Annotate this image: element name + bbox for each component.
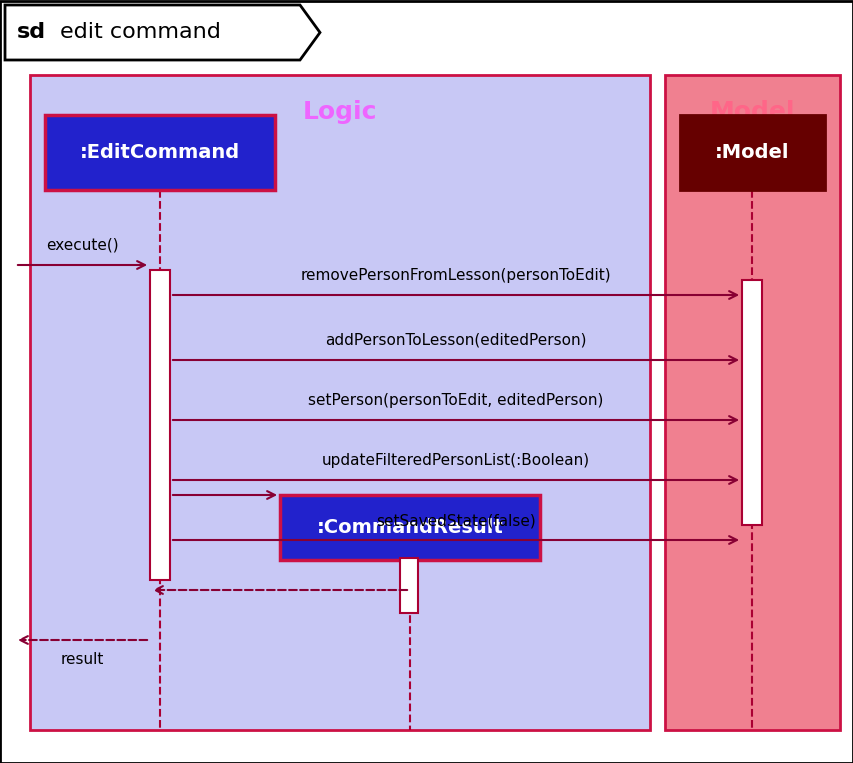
- Bar: [679, 115, 824, 190]
- Text: setPerson(personToEdit, editedPerson): setPerson(personToEdit, editedPerson): [308, 393, 603, 408]
- Text: Logic: Logic: [303, 100, 377, 124]
- Polygon shape: [5, 5, 320, 60]
- Text: sd: sd: [17, 22, 46, 43]
- Bar: [280, 495, 539, 560]
- Text: setSavedState(false): setSavedState(false): [375, 513, 535, 528]
- Text: updateFilteredPersonList(:Boolean): updateFilteredPersonList(:Boolean): [322, 453, 589, 468]
- Bar: [150, 270, 170, 580]
- Text: execute(): execute(): [46, 238, 119, 253]
- Text: removePersonFromLesson(personToEdit): removePersonFromLesson(personToEdit): [300, 268, 611, 283]
- Text: :CommandResult: :CommandResult: [316, 518, 502, 537]
- Text: edit command: edit command: [60, 22, 221, 43]
- Bar: [399, 558, 417, 613]
- Text: Model: Model: [709, 100, 794, 124]
- Bar: [30, 75, 649, 730]
- Text: addPersonToLesson(editedPerson): addPersonToLesson(editedPerson): [325, 333, 586, 348]
- Bar: [45, 115, 275, 190]
- Bar: [664, 75, 839, 730]
- Text: :EditCommand: :EditCommand: [80, 143, 240, 162]
- Text: result: result: [61, 652, 104, 667]
- Bar: [741, 280, 761, 525]
- Text: :Model: :Model: [715, 143, 789, 162]
